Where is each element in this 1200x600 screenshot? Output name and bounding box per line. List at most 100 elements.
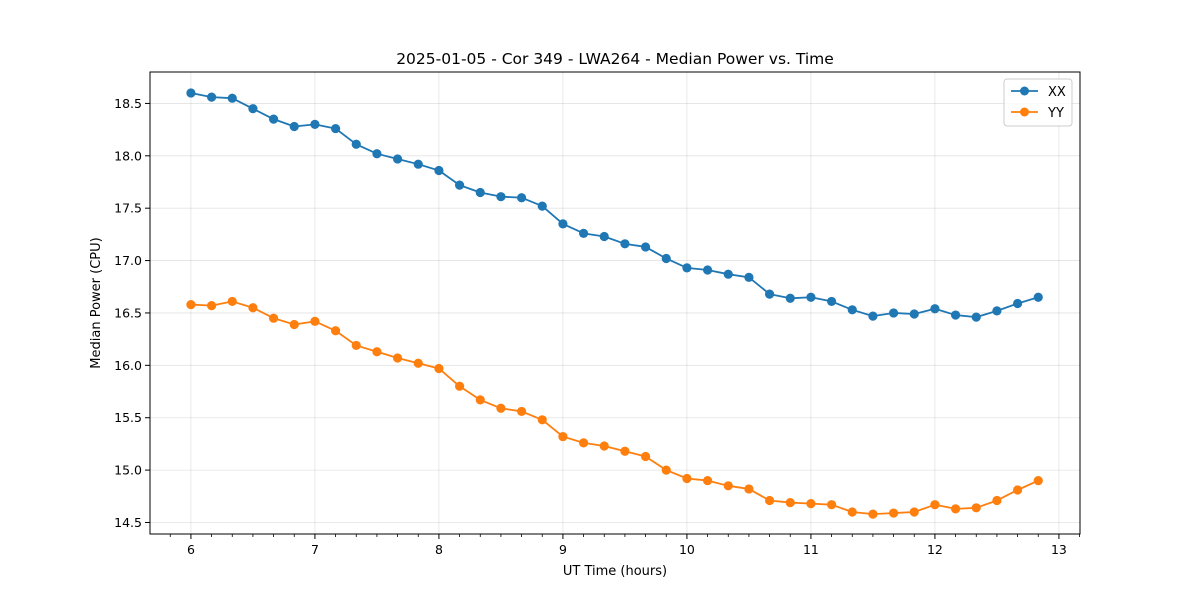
x-tick-label: 7 [311,542,319,557]
data-point-xx [227,93,237,103]
legend-xx-label: XX [1048,85,1066,100]
data-point-yy [764,495,775,506]
data-point-yy [268,313,279,323]
data-point-yy [888,508,899,518]
data-point-xx [516,193,527,203]
x-tick-label: 6 [187,542,195,557]
y-tick-label: 16.5 [114,305,142,320]
data-point-yy [454,381,465,391]
data-point-yy [1012,485,1023,495]
data-point-yy [682,473,692,484]
data-point-xx [310,119,320,129]
data-point-yy [578,438,589,448]
data-point-yy [248,303,258,313]
data-point-yy [186,299,196,310]
data-point-yy [496,403,506,413]
data-point-xx [454,180,465,190]
grid [150,72,1080,534]
data-point-xx [351,139,361,149]
data-point-xx [806,292,816,302]
data-point-yy [599,441,609,451]
data-point-xx [950,310,961,320]
data-point-xx [392,154,403,164]
y-tick-label: 16.0 [114,358,142,373]
y-tick-label: 15.0 [114,463,142,478]
data-point-xx [496,192,506,202]
data-point-yy [516,406,527,417]
data-point-yy [785,497,795,508]
data-point-yy [372,347,382,357]
y-tick-label: 18.0 [114,148,142,163]
data-point-xx [744,272,754,282]
y-tick-label: 18.5 [114,96,142,111]
legend-yy-marker [1020,107,1029,117]
data-point-xx [537,201,547,211]
data-point-yy [351,340,361,351]
data-point-yy [868,509,878,519]
data-point-xx [599,231,609,242]
data-point-xx [785,293,795,303]
data-point-yy [930,500,940,510]
axis-ticks: 6 7 8 9 10 11 12 13 14.5 15.0 15.5 16.0 16.5 17.0 17.5… [114,96,1080,557]
y-tick-label: 17.5 [114,201,142,216]
data-point-xx [330,123,341,134]
data-point-xx [434,165,444,176]
data-point-xx [682,263,692,273]
data-point-xx [764,289,775,299]
data-point-xx [578,228,589,238]
data-point-yy [434,363,444,374]
data-point-xx [640,242,651,252]
data-point-yy [640,451,651,462]
data-point-yy [206,301,217,311]
legend-xx-marker [1020,86,1029,96]
data-point-xx [702,265,713,275]
legend-yy-label: YY [1047,106,1064,121]
data-point-xx [268,114,279,124]
data-point-xx [372,149,382,159]
data-point-yy [475,395,485,405]
data-point-yy [744,484,754,494]
data-point-yy [289,319,299,330]
data-point-xx [868,311,878,321]
plot-frame [149,71,1081,535]
data-point-xx [661,253,671,264]
data-point-xx [620,239,630,249]
plot-series [186,88,1043,519]
data-point-yy [847,507,857,517]
data-point-xx [1012,298,1023,309]
data-point-yy [310,316,320,326]
data-point-xx [930,304,940,314]
data-point-xx [992,306,1002,316]
data-point-yy [826,500,837,510]
data-point-yy [971,503,981,513]
data-point-yy [950,504,961,514]
chart-title: 2025-01-05 - Cor 349 - LWA264 - Median P… [396,50,834,68]
data-point-yy [392,353,403,363]
data-point-xx [248,104,258,114]
data-point-xx [186,88,196,98]
data-point-xx [413,159,423,169]
data-point-yy [620,446,630,456]
data-point-xx [826,296,837,307]
data-point-yy [227,296,237,307]
x-axis-label: UT Time (hours) [563,564,667,579]
data-point-yy [661,465,671,475]
y-tick-label: 14.5 [114,515,142,530]
data-point-yy [413,358,423,368]
legend: XX YY [1003,78,1073,127]
data-point-yy [1033,475,1043,486]
x-tick-label: 13 [1051,542,1067,557]
data-point-xx [971,312,981,322]
data-point-xx [206,92,217,102]
data-point-xx [558,219,568,229]
data-point-xx [723,269,733,279]
x-tick-label: 11 [803,542,819,557]
data-point-xx [888,308,899,318]
data-point-yy [558,431,568,442]
x-tick-label: 8 [435,542,443,557]
y-axis-label: Median Power (CPU) [89,237,104,368]
data-point-yy [723,481,733,491]
data-point-yy [806,499,816,509]
data-point-yy [537,415,547,425]
